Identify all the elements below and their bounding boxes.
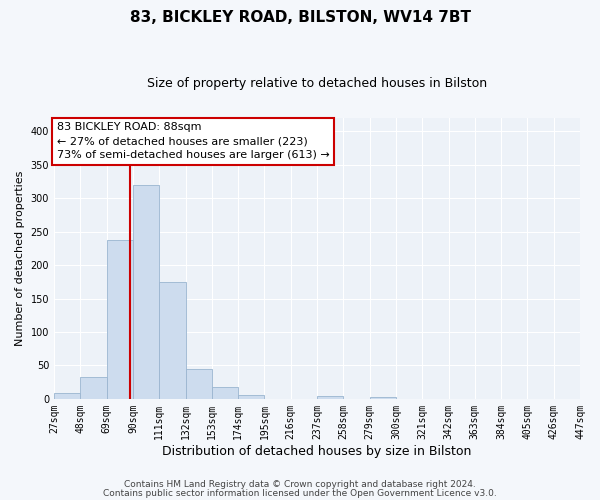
Bar (80, 378, 107, 399)
Bar (133, 185, 159, 399)
Bar (238, 396, 265, 399)
Text: Contains HM Land Registry data © Crown copyright and database right 2024.: Contains HM Land Registry data © Crown c… (124, 480, 476, 489)
Bar (107, 240, 133, 399)
Text: 83, BICKLEY ROAD, BILSTON, WV14 7BT: 83, BICKLEY ROAD, BILSTON, WV14 7BT (130, 10, 470, 25)
Bar (580, 397, 600, 399)
Bar (54, 394, 80, 399)
Title: Size of property relative to detached houses in Bilston: Size of property relative to detached ho… (147, 78, 487, 90)
Bar (317, 396, 343, 399)
Bar (212, 388, 238, 399)
Y-axis label: Number of detached properties: Number of detached properties (15, 171, 25, 346)
Bar (159, 282, 185, 399)
Bar (370, 397, 396, 399)
Bar (185, 368, 212, 399)
X-axis label: Distribution of detached houses by size in Bilston: Distribution of detached houses by size … (163, 444, 472, 458)
Text: 83 BICKLEY ROAD: 88sqm
← 27% of detached houses are smaller (223)
73% of semi-de: 83 BICKLEY ROAD: 88sqm ← 27% of detached… (56, 122, 329, 160)
Text: Contains public sector information licensed under the Open Government Licence v3: Contains public sector information licen… (103, 488, 497, 498)
